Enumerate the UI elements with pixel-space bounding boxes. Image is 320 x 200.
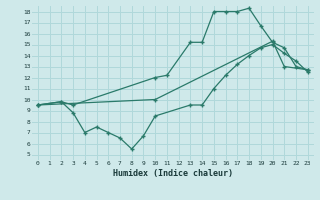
X-axis label: Humidex (Indice chaleur): Humidex (Indice chaleur) [113, 169, 233, 178]
